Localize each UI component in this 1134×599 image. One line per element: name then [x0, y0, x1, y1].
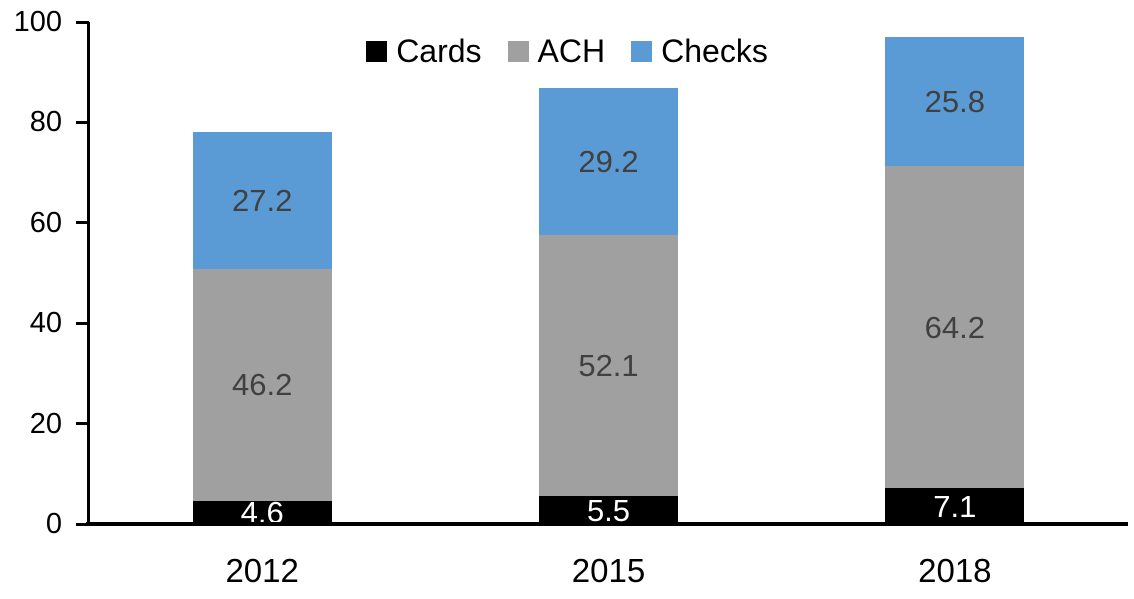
- cards-legend-swatch-icon: [366, 41, 388, 62]
- y-axis-tick: [76, 321, 89, 325]
- ach-legend-swatch-icon: [507, 41, 529, 62]
- bar-segment-ach: 64.2: [885, 166, 1025, 489]
- y-axis-tick-label: 100: [13, 6, 62, 38]
- bar-segment-checks: 27.2: [192, 132, 332, 269]
- data-label: 52.1: [578, 348, 639, 384]
- data-label: 46.2: [231, 367, 293, 403]
- y-axis-tick-label: 0: [45, 508, 62, 540]
- checks-legend-swatch-icon: [631, 41, 653, 62]
- y-axis-tick-label: 60: [29, 206, 62, 239]
- x-axis-category-label: 2015: [571, 552, 646, 589]
- legend-label: ACH: [537, 33, 606, 69]
- x-axis-category-label: 2018: [918, 552, 992, 589]
- y-axis-tick-label: 80: [29, 106, 62, 139]
- legend-item-checks: Checks: [631, 33, 768, 70]
- data-label: 64.2: [924, 309, 985, 345]
- y-axis-tick-label: 20: [29, 407, 62, 440]
- legend-item-cards: Cards: [366, 33, 482, 70]
- data-label: 5.5: [586, 492, 631, 528]
- legend-label: Checks: [661, 33, 768, 69]
- legend-label: Cards: [396, 33, 482, 69]
- y-axis-tick: [76, 221, 89, 225]
- data-label: 29.2: [578, 144, 639, 180]
- y-axis-tick: [76, 422, 89, 426]
- data-label: 27.2: [231, 183, 293, 219]
- legend: Cards ACH Checks: [0, 33, 1134, 70]
- data-label: 25.8: [924, 83, 985, 119]
- bar-segment-cards: 7.1: [885, 488, 1025, 524]
- data-label: 7.1: [933, 488, 977, 524]
- y-axis-tick: [76, 120, 89, 124]
- y-axis-line: [87, 22, 90, 526]
- bar-segment-ach: 46.2: [192, 268, 332, 501]
- bar-segment-cards: 5.5: [539, 492, 678, 528]
- x-axis-line: [86, 522, 1128, 526]
- bar-segment-ach: 52.1: [539, 234, 678, 497]
- legend-item-ach: ACH: [507, 33, 606, 70]
- bar-segment-checks: 25.8: [885, 36, 1025, 167]
- y-axis-tick: [76, 522, 89, 526]
- bar-segment-cards: 4.6: [192, 497, 332, 528]
- bar-segment-checks: 29.2: [539, 88, 678, 235]
- y-axis-tick-label: 40: [29, 307, 62, 340]
- x-axis-category-label: 2012: [225, 552, 299, 589]
- y-axis-tick: [76, 20, 89, 24]
